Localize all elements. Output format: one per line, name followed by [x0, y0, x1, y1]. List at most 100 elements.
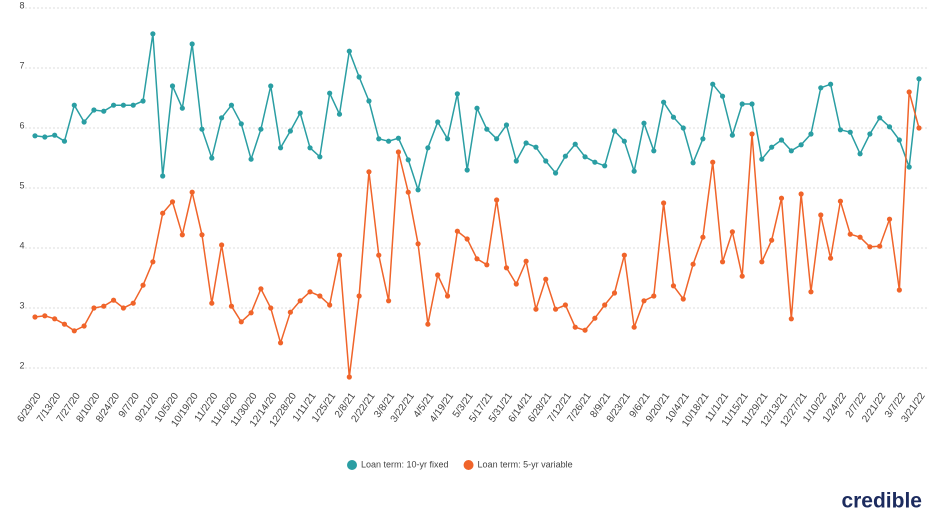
point [778, 195, 785, 201]
point [425, 145, 431, 151]
point [749, 101, 755, 107]
point [189, 41, 195, 47]
point [592, 315, 598, 321]
point [543, 276, 549, 282]
point [798, 191, 804, 197]
point [484, 262, 490, 268]
point [877, 115, 883, 121]
point [710, 81, 716, 87]
point [405, 189, 411, 195]
point [346, 374, 352, 380]
point [680, 296, 686, 302]
point [189, 189, 195, 195]
point [494, 136, 500, 142]
point [769, 237, 775, 243]
point [277, 145, 284, 151]
point [268, 305, 274, 311]
point [238, 319, 244, 325]
point [444, 136, 451, 142]
point [307, 145, 313, 151]
point [366, 169, 372, 175]
point [513, 158, 519, 164]
point [386, 298, 392, 304]
point [572, 141, 578, 147]
point [258, 286, 264, 292]
y-tick-label: 6 [19, 120, 24, 130]
point [552, 306, 559, 312]
point [317, 154, 323, 160]
point [169, 199, 176, 205]
point [179, 105, 185, 111]
point [749, 131, 755, 137]
point [670, 283, 677, 289]
point [847, 129, 853, 135]
point [150, 31, 156, 37]
point [877, 243, 883, 249]
point [857, 151, 863, 157]
point [690, 261, 696, 267]
point [788, 316, 794, 322]
point [641, 298, 647, 304]
point [395, 149, 402, 155]
point [680, 125, 686, 131]
point [719, 93, 726, 99]
point [52, 132, 58, 138]
point [592, 159, 598, 165]
point [101, 303, 107, 309]
point [474, 105, 480, 111]
point [179, 232, 185, 238]
point [209, 155, 215, 161]
point [435, 119, 441, 125]
point [533, 144, 539, 150]
point [867, 131, 873, 137]
point [906, 89, 912, 95]
y-tick-label: 5 [19, 180, 24, 190]
point [552, 170, 559, 176]
point [199, 126, 205, 132]
point [277, 340, 284, 346]
point [847, 231, 853, 237]
point [670, 114, 677, 120]
point [710, 159, 716, 165]
point [42, 134, 48, 140]
legend-label: Loan term: 5-yr variable [478, 459, 573, 469]
point [621, 138, 627, 144]
point [366, 98, 372, 104]
point [110, 102, 117, 108]
point [739, 273, 745, 279]
point [700, 136, 706, 142]
point [808, 131, 814, 137]
point [896, 287, 902, 293]
point [336, 111, 343, 117]
point [42, 313, 48, 319]
point [297, 298, 303, 304]
point [336, 252, 343, 258]
point [886, 124, 893, 130]
point [160, 173, 166, 179]
point [327, 302, 333, 308]
point [906, 164, 912, 170]
point [503, 122, 510, 128]
point [287, 128, 293, 134]
point [611, 290, 618, 296]
point [150, 259, 156, 265]
point [228, 102, 235, 108]
point [464, 167, 470, 173]
point [120, 305, 126, 311]
point [651, 293, 657, 299]
point [719, 259, 726, 265]
point [169, 83, 176, 89]
point [464, 236, 470, 242]
point [376, 252, 382, 258]
point [287, 309, 293, 315]
point [346, 48, 352, 54]
legend-label: Loan term: 10-yr fixed [361, 459, 449, 469]
point [886, 216, 893, 222]
point [533, 306, 539, 312]
point [395, 135, 402, 141]
point [769, 144, 775, 150]
point [425, 321, 431, 327]
point [867, 244, 873, 250]
point [356, 293, 362, 299]
point [484, 126, 490, 132]
